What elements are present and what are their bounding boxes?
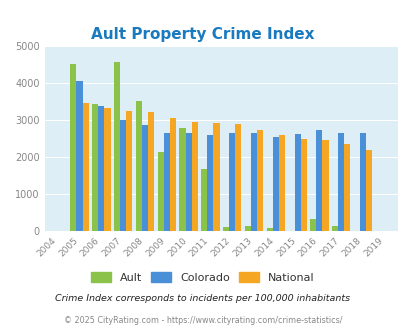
- Bar: [337, 133, 343, 231]
- Bar: [213, 123, 219, 231]
- Bar: [322, 141, 328, 231]
- Bar: [315, 130, 322, 231]
- Legend: Ault, Colorado, National: Ault, Colorado, National: [87, 268, 318, 287]
- Bar: [92, 104, 98, 231]
- Bar: [228, 133, 234, 231]
- Bar: [222, 227, 228, 231]
- Bar: [294, 134, 300, 231]
- Bar: [201, 169, 207, 231]
- Bar: [207, 135, 213, 231]
- Bar: [82, 104, 88, 231]
- Bar: [266, 228, 272, 231]
- Bar: [70, 64, 76, 231]
- Bar: [272, 137, 278, 231]
- Bar: [179, 128, 185, 231]
- Bar: [148, 112, 154, 231]
- Text: Crime Index corresponds to incidents per 100,000 inhabitants: Crime Index corresponds to incidents per…: [55, 294, 350, 303]
- Bar: [169, 118, 175, 231]
- Bar: [120, 120, 126, 231]
- Bar: [98, 106, 104, 231]
- Bar: [250, 133, 256, 231]
- Bar: [365, 150, 371, 231]
- Bar: [256, 130, 262, 231]
- Bar: [135, 101, 142, 231]
- Bar: [244, 226, 250, 231]
- Bar: [191, 121, 197, 231]
- Text: Ault Property Crime Index: Ault Property Crime Index: [91, 27, 314, 42]
- Bar: [104, 108, 110, 231]
- Bar: [142, 125, 148, 231]
- Bar: [163, 133, 169, 231]
- Bar: [300, 139, 306, 231]
- Bar: [343, 144, 350, 231]
- Bar: [157, 151, 163, 231]
- Bar: [331, 226, 337, 231]
- Bar: [309, 219, 315, 231]
- Bar: [359, 133, 365, 231]
- Bar: [185, 133, 191, 231]
- Bar: [234, 124, 241, 231]
- Bar: [126, 111, 132, 231]
- Bar: [278, 135, 284, 231]
- Text: © 2025 CityRating.com - https://www.cityrating.com/crime-statistics/: © 2025 CityRating.com - https://www.city…: [64, 316, 341, 325]
- Bar: [76, 81, 82, 231]
- Bar: [114, 62, 120, 231]
